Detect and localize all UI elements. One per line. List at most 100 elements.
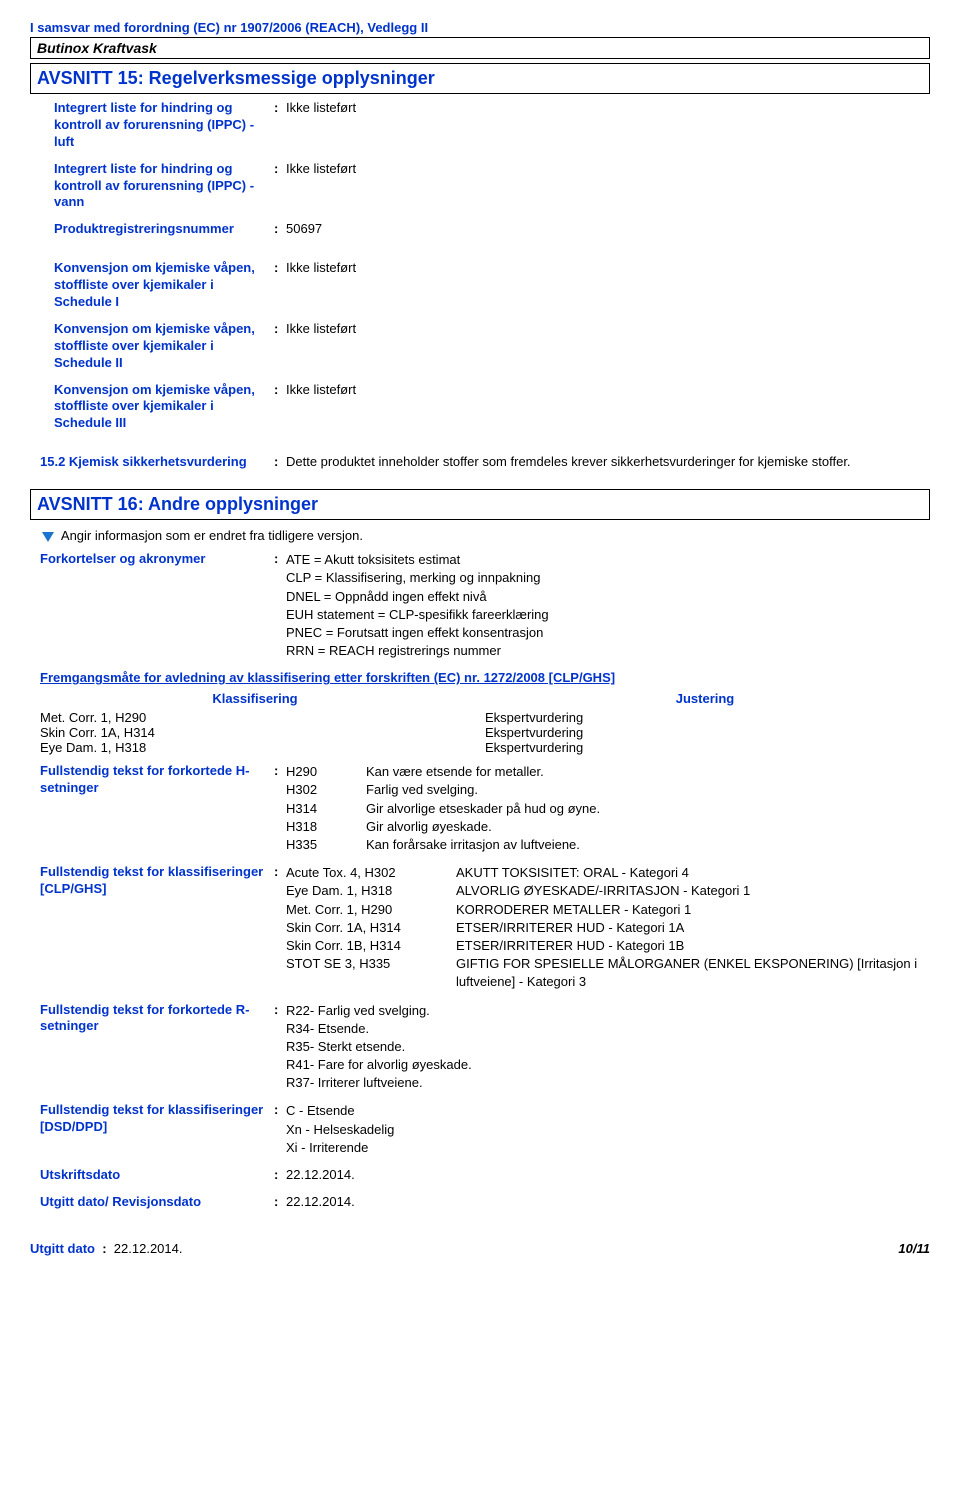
dsd-line: Xn - Helseskadelig [286, 1121, 930, 1139]
section-15-assessment: 15.2 Kjemisk sikkerhetsvurdering : Dette… [40, 454, 930, 471]
clp-row: Eye Dam. 1, H318ALVORLIG ØYESKADE/-IRRIT… [286, 882, 930, 900]
convention-label: Konvensjon om kjemiske våpen, stoffliste… [54, 321, 274, 372]
abbrev-line: CLP = Klassifisering, merking og innpakn… [286, 569, 930, 587]
classif-right: Ekspertvurdering [485, 710, 930, 725]
r-stmt-line: R22- Farlig ved svelging. [286, 1002, 930, 1020]
clp-right: AKUTT TOKSISITET: ORAL - Kategori 4 [456, 864, 930, 882]
change-note-line: Angir informasjon som er endret fra tidl… [42, 528, 930, 543]
section-15-conventions: Konvensjon om kjemiske våpen, stoffliste… [54, 260, 930, 432]
abbrev-block: Forkortelser og akronymer : ATE = Akutt … [40, 551, 930, 660]
h-stmt-row: H314Gir alvorlige etseskader på hud og ø… [286, 800, 930, 818]
convention-label: Konvensjon om kjemiske våpen, stoffliste… [54, 382, 274, 433]
h-stmt-label: Fullstendig tekst for forkortede H-setni… [40, 763, 274, 854]
header-klassif: Klassifisering [30, 691, 480, 706]
print-date-label: Utskriftsdato [40, 1167, 274, 1184]
classif-right: Ekspertvurdering [485, 740, 930, 755]
classif-row: Skin Corr. 1A, H314Ekspertvurdering [30, 725, 930, 740]
abbrev-lines: ATE = Akutt toksisitets estimatCLP = Kla… [286, 551, 930, 660]
convention-row: Konvensjon om kjemiske våpen, stoffliste… [54, 321, 930, 372]
change-note-text: Angir informasjon som er endret fra tidl… [61, 528, 363, 543]
item-value: Ikke listeført [286, 100, 930, 151]
footer-issued-label: Utgitt dato [30, 1241, 95, 1256]
section-15-items: Integrert liste for hindring og kontroll… [54, 100, 930, 238]
colon: : [274, 382, 286, 433]
h-stmt-row: H335Kan forårsake irritasjon av luftveie… [286, 836, 930, 854]
clp-row: Acute Tox. 4, H302AKUTT TOKSISITET: ORAL… [286, 864, 930, 882]
h-code: H318 [286, 818, 366, 836]
r-stmt-line: R37- Irriterer luftveiene. [286, 1074, 930, 1092]
assessment-label: 15.2 Kjemisk sikkerhetsvurdering [40, 454, 274, 471]
product-name: Butinox Kraftvask [37, 40, 157, 56]
clp-right: KORRODERER METALLER - Kategori 1 [456, 901, 930, 919]
dsd-line: C - Etsende [286, 1102, 930, 1120]
clp-row: Met. Corr. 1, H290KORRODERER METALLER - … [286, 901, 930, 919]
abbrev-line: DNEL = Oppnådd ingen effekt nivå [286, 588, 930, 606]
convention-row: Konvensjon om kjemiske våpen, stoffliste… [54, 260, 930, 311]
footer-page-number: 10/11 [898, 1241, 930, 1256]
derivation-heading: Fremgangsmåte for avledning av klassifis… [40, 670, 930, 685]
colon: : [274, 551, 286, 660]
convention-row: Konvensjon om kjemiske våpen, stoffliste… [54, 382, 930, 433]
dsd-line: Xi - Irriterende [286, 1139, 930, 1157]
rev-date-label: Utgitt dato/ Revisjonsdato [40, 1194, 274, 1211]
r-stmt-line: R41- Fare for alvorlig øyeskade. [286, 1056, 930, 1074]
h-text: Kan være etsende for metaller. [366, 763, 930, 781]
classif-right: Ekspertvurdering [485, 725, 930, 740]
classif-row: Met. Corr. 1, H290Ekspertvurdering [30, 710, 930, 725]
abbrev-label: Forkortelser og akronymer [40, 551, 274, 660]
clp-left: Met. Corr. 1, H290 [286, 901, 456, 919]
clp-class-block: Fullstendig tekst for klassifiseringer [… [40, 864, 930, 991]
clp-row: Skin Corr. 1B, H314ETSER/IRRITERER HUD -… [286, 937, 930, 955]
h-code: H314 [286, 800, 366, 818]
compliance-header: I samsvar med forordning (EC) nr 1907/20… [30, 20, 930, 35]
classif-left: Met. Corr. 1, H290 [40, 710, 485, 725]
h-code: H290 [286, 763, 366, 781]
colon: : [274, 321, 286, 372]
item-label: Integrert liste for hindring og kontroll… [54, 161, 274, 212]
clp-right: ETSER/IRRITERER HUD - Kategori 1B [456, 937, 930, 955]
r-stmt-line: R34- Etsende. [286, 1020, 930, 1038]
clp-left: Skin Corr. 1B, H314 [286, 937, 456, 955]
clp-row: STOT SE 3, H335GIFTIG FOR SPESIELLE MÅLO… [286, 955, 930, 991]
dsd-label: Fullstendig tekst for klassifiseringer [… [40, 1102, 274, 1157]
assessment-value: Dette produktet inneholder stoffer som f… [286, 454, 930, 471]
r-stmt-lines: R22- Farlig ved svelging.R34- Etsende.R3… [286, 1002, 930, 1093]
h-code: H302 [286, 781, 366, 799]
item-label: Integrert liste for hindring og kontroll… [54, 100, 274, 151]
r-stmt-line: R35- Sterkt etsende. [286, 1038, 930, 1056]
convention-value: Ikke listeført [286, 382, 930, 433]
derivation-heading-text: Fremgangsmåte for avledning av klassifis… [40, 670, 615, 685]
item-row: Produktregistreringsnummer : 50697 [54, 221, 930, 238]
classif-table-header: Klassifisering Justering [30, 691, 930, 706]
item-row: Integrert liste for hindring og kontroll… [54, 100, 930, 151]
colon: : [274, 161, 286, 212]
section-16-title-box: AVSNITT 16: Andre opplysninger [30, 489, 930, 520]
h-stmt-row: H302Farlig ved svelging. [286, 781, 930, 799]
section-15-title: AVSNITT 15: Regelverksmessige opplysning… [37, 68, 435, 88]
abbrev-line: ATE = Akutt toksisitets estimat [286, 551, 930, 569]
r-stmt-label: Fullstendig tekst for forkortede R-setni… [40, 1002, 274, 1093]
clp-right: ETSER/IRRITERER HUD - Kategori 1A [456, 919, 930, 937]
clp-class-rows: Acute Tox. 4, H302AKUTT TOKSISITET: ORAL… [286, 864, 930, 991]
clp-left: STOT SE 3, H335 [286, 955, 456, 991]
colon: : [274, 221, 286, 238]
colon: : [274, 260, 286, 311]
convention-value: Ikke listeført [286, 321, 930, 372]
clp-left: Acute Tox. 4, H302 [286, 864, 456, 882]
triangle-icon [42, 532, 54, 542]
item-row: Integrert liste for hindring og kontroll… [54, 161, 930, 212]
page-footer: Utgitt dato : 22.12.2014. 10/11 [30, 1241, 930, 1256]
h-text: Kan forårsake irritasjon av luftveiene. [366, 836, 930, 854]
h-code: H335 [286, 836, 366, 854]
print-date-row: Utskriftsdato : 22.12.2014. [40, 1167, 930, 1184]
footer-issued-value: 22.12.2014. [114, 1241, 183, 1256]
section-15-title-box: AVSNITT 15: Regelverksmessige opplysning… [30, 63, 930, 94]
h-statements-block: Fullstendig tekst for forkortede H-setni… [40, 763, 930, 854]
abbrev-line: RRN = REACH registrerings nummer [286, 642, 930, 660]
clp-left: Eye Dam. 1, H318 [286, 882, 456, 900]
colon: : [274, 1194, 286, 1211]
product-box: Butinox Kraftvask [30, 37, 930, 59]
classif-left: Skin Corr. 1A, H314 [40, 725, 485, 740]
h-text: Gir alvorlige etseskader på hud og øyne. [366, 800, 930, 818]
abbrev-line: PNEC = Forutsatt ingen effekt konsentras… [286, 624, 930, 642]
